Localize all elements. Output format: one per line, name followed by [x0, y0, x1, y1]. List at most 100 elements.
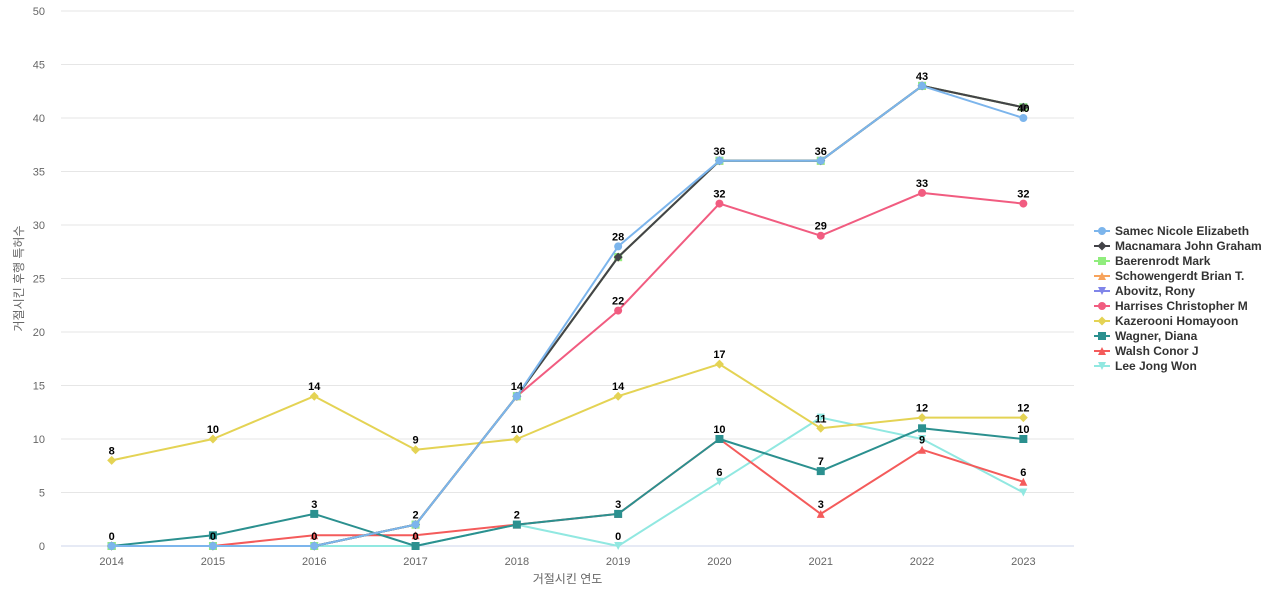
data-point — [816, 156, 825, 165]
legend-item[interactable]: Lee Jong Won — [1094, 359, 1197, 373]
legend-label: Samec Nicole Elizabeth — [1115, 224, 1249, 238]
legend-item[interactable]: Abovitz, Rony — [1094, 284, 1195, 298]
legend-item[interactable]: Wagner, Diana — [1094, 329, 1198, 343]
x-tick-label: 2021 — [809, 556, 833, 568]
series-line — [110, 84, 1025, 547]
y-axis-ticks: 0 5 10 15 20 25 30 35 40 45 50 — [33, 6, 45, 553]
data-label: 17 — [713, 349, 725, 361]
series-line — [110, 427, 1025, 547]
legend-marker — [1098, 347, 1106, 355]
data-point — [613, 252, 623, 262]
series-line — [110, 363, 1025, 462]
series-line — [110, 84, 1025, 547]
data-labels: 0801003140292101403142228610173236371129… — [109, 71, 1030, 543]
x-tick-label: 2022 — [910, 556, 934, 568]
y-tick-label: 45 — [33, 60, 45, 72]
legend-item[interactable]: Schowengerdt Brian T. — [1094, 269, 1244, 283]
y-tick-label: 10 — [33, 434, 45, 446]
y-tick-label: 35 — [33, 167, 45, 179]
data-label: 33 — [916, 178, 928, 190]
legend-marker — [1098, 362, 1106, 370]
data-point — [614, 306, 623, 315]
data-point — [714, 359, 724, 369]
grid-lines — [61, 10, 1074, 547]
legend-marker — [1097, 241, 1107, 251]
data-point — [715, 199, 724, 208]
data-point — [107, 542, 116, 550]
data-point — [310, 542, 319, 550]
y-tick-label: 0 — [39, 541, 45, 553]
data-label: 36 — [815, 146, 827, 158]
data-label: 10 — [1017, 424, 1029, 436]
data-point — [1019, 488, 1028, 497]
data-point — [816, 413, 825, 422]
y-tick-label: 50 — [33, 6, 45, 18]
data-point — [715, 435, 724, 443]
series-macnamara-john-graham — [107, 81, 1028, 551]
data-point — [310, 509, 319, 518]
legend-marker — [1098, 332, 1106, 340]
legend-item[interactable]: Macnamara John Graham — [1094, 239, 1262, 253]
data-label: 32 — [1017, 189, 1029, 201]
data-label: 22 — [612, 296, 624, 308]
data-label: 12 — [1017, 403, 1029, 415]
x-tick-label: 2019 — [606, 556, 630, 568]
series-schowengerdt-brian-t — [107, 81, 1028, 550]
data-point — [1019, 114, 1028, 122]
data-point — [512, 520, 521, 529]
legend-label: Abovitz, Rony — [1115, 284, 1195, 298]
data-label: 10 — [713, 424, 725, 436]
data-point — [1019, 199, 1028, 208]
data-label: 43 — [916, 71, 928, 83]
data-label: 3 — [818, 499, 824, 511]
data-point — [715, 156, 724, 165]
legend-item[interactable]: Harrises Christopher M — [1094, 299, 1248, 313]
x-axis-title: 거절시킨 연도 — [533, 572, 603, 586]
series-line — [110, 84, 1025, 547]
legend-item[interactable]: Samec Nicole Elizabeth — [1094, 224, 1249, 238]
x-tick-label: 2014 — [99, 556, 123, 568]
data-label: 7 — [818, 456, 824, 468]
legend-label: Macnamara John Graham — [1115, 239, 1262, 253]
data-point — [715, 477, 724, 486]
data-point — [1018, 102, 1028, 112]
legend-label: Lee Jong Won — [1115, 359, 1197, 373]
data-label: 14 — [612, 381, 625, 393]
data-label: 36 — [713, 146, 725, 158]
series-baerenrodt-mark — [107, 81, 1028, 550]
data-label: 28 — [612, 231, 624, 243]
data-label: 12 — [916, 403, 928, 415]
data-label: 0 — [109, 531, 115, 543]
y-axis-title: 거절시킨 후행 특허수 — [11, 225, 26, 331]
data-label: 9 — [412, 435, 418, 447]
data-point — [918, 424, 927, 433]
legend-item[interactable]: Baerenrodt Mark — [1094, 254, 1211, 268]
data-point — [310, 531, 319, 540]
legend-marker — [1098, 287, 1106, 295]
data-label: 8 — [109, 445, 115, 457]
data-label: 3 — [311, 499, 317, 511]
legend-label: Wagner, Diana — [1115, 329, 1198, 343]
data-label: 2 — [412, 510, 418, 522]
data-label: 3 — [615, 499, 621, 511]
data-point — [411, 531, 420, 540]
data-label: 29 — [815, 221, 827, 233]
y-tick-label: 30 — [33, 220, 45, 232]
data-label: 0 — [412, 531, 418, 543]
series-lines — [107, 81, 1028, 551]
legend-marker — [1098, 302, 1106, 310]
series-line — [110, 84, 1025, 547]
y-tick-label: 5 — [39, 488, 45, 500]
legend-item[interactable]: Walsh Conor J — [1094, 344, 1199, 358]
y-tick-label: 15 — [33, 381, 45, 393]
x-tick-label: 2023 — [1011, 556, 1035, 568]
y-tick-label: 40 — [33, 113, 45, 125]
data-label: 32 — [713, 189, 725, 201]
legend-label: Harrises Christopher M — [1115, 299, 1248, 313]
data-point — [918, 445, 927, 454]
series-wagner-diana — [107, 424, 1028, 550]
series-abovitz-rony — [107, 81, 1028, 550]
data-point — [107, 455, 117, 465]
legend-item[interactable]: Kazerooni Homayoon — [1094, 314, 1238, 328]
